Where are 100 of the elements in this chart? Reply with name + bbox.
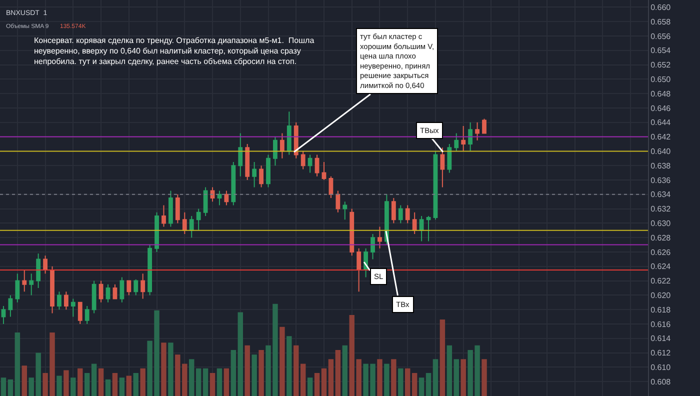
bar	[224, 368, 230, 396]
candlestick	[50, 266, 54, 314]
candlestick	[280, 132, 284, 159]
bar	[64, 370, 69, 396]
candlestick	[391, 198, 396, 224]
candlestick	[482, 118, 486, 134]
candlestick	[398, 204, 403, 224]
candlestick	[350, 208, 354, 256]
y-tick-label: 0.650	[650, 75, 672, 84]
bar	[426, 372, 432, 396]
bar	[482, 359, 487, 396]
y-tick-label: 0.652	[650, 60, 672, 70]
y-tick-label: 0.646	[650, 104, 672, 113]
bar	[440, 320, 446, 396]
y-tick-label: 0.616	[650, 320, 672, 329]
candlestick	[112, 284, 118, 300]
bar	[418, 378, 424, 396]
candlestick	[36, 252, 41, 288]
bar	[398, 368, 404, 396]
y-tick-label: 0.628	[650, 233, 672, 242]
bar	[70, 378, 76, 396]
bar	[342, 345, 348, 396]
candlestick	[300, 150, 306, 170]
candlestick	[189, 216, 194, 238]
bar	[244, 345, 250, 396]
bar	[258, 350, 264, 396]
bar	[384, 364, 390, 396]
y-tick-label: 0.642	[650, 132, 672, 142]
y-tick-label: 0.622	[650, 276, 672, 286]
candlestick	[203, 186, 208, 216]
y-tick-label: 0.624	[650, 262, 672, 272]
y-tick-label: 0.614	[650, 334, 672, 344]
y-tick-label: 0.630	[650, 219, 672, 228]
candlestick	[57, 291, 62, 310]
candlestick	[461, 126, 466, 152]
bar	[252, 354, 257, 396]
candlestick	[252, 162, 257, 188]
bar	[230, 350, 236, 396]
candlestick	[266, 154, 270, 188]
bar	[328, 359, 334, 396]
y-tick-label: 0.634	[650, 190, 672, 200]
candlestick	[8, 294, 13, 318]
bar	[133, 372, 138, 396]
bar	[460, 359, 466, 396]
candlestick	[15, 273, 20, 303]
candlestick	[29, 273, 34, 296]
bar	[0, 378, 6, 396]
bar	[126, 376, 132, 396]
candlestick	[454, 132, 459, 152]
candlestick	[182, 212, 187, 234]
candlestick	[154, 212, 159, 252]
bar	[189, 359, 194, 396]
candlestick	[378, 226, 382, 249]
candlestick	[273, 136, 278, 166]
y-tick-label: 0.640	[650, 147, 672, 156]
candlestick	[70, 298, 76, 318]
bar	[405, 368, 410, 396]
candlestick	[419, 216, 424, 242]
candlestick	[134, 278, 138, 296]
candlestick	[440, 147, 445, 188]
candlestick	[342, 201, 348, 220]
candlestick	[175, 194, 180, 224]
bar	[14, 332, 20, 396]
y-tick-label: 0.638	[650, 161, 672, 170]
candlestick	[126, 280, 132, 296]
candlestick	[120, 276, 124, 303]
bar	[300, 364, 306, 396]
candlestick	[140, 273, 146, 300]
bar	[335, 350, 341, 396]
y-tick-label: 0.658	[650, 17, 672, 26]
bar	[307, 378, 313, 396]
y-tick-label: 0.644	[650, 118, 672, 128]
candlestick	[231, 162, 236, 206]
bar	[119, 378, 125, 396]
bar	[286, 336, 292, 396]
bar	[216, 368, 222, 396]
y-tick-label: 0.636	[650, 176, 672, 185]
candlestick	[106, 284, 110, 303]
candlestick	[259, 165, 264, 188]
bar	[280, 326, 285, 396]
candlestick	[308, 154, 312, 174]
candlestick	[92, 280, 96, 314]
bar	[432, 359, 438, 396]
candlestick	[468, 122, 473, 152]
candlestick	[336, 190, 340, 213]
candlestick	[78, 302, 82, 324]
candlestick	[168, 190, 173, 228]
bar	[168, 342, 174, 396]
bar	[196, 368, 202, 396]
candlestick	[370, 234, 375, 260]
bar	[84, 372, 90, 396]
candlestick	[426, 216, 431, 242]
candlestick	[196, 208, 201, 231]
candlestick	[447, 144, 452, 174]
y-tick-label: 0.612	[650, 348, 672, 358]
candlestick	[22, 270, 27, 292]
bar	[321, 368, 327, 396]
bar	[140, 368, 146, 396]
bar	[377, 359, 382, 396]
candlestick	[245, 144, 250, 180]
